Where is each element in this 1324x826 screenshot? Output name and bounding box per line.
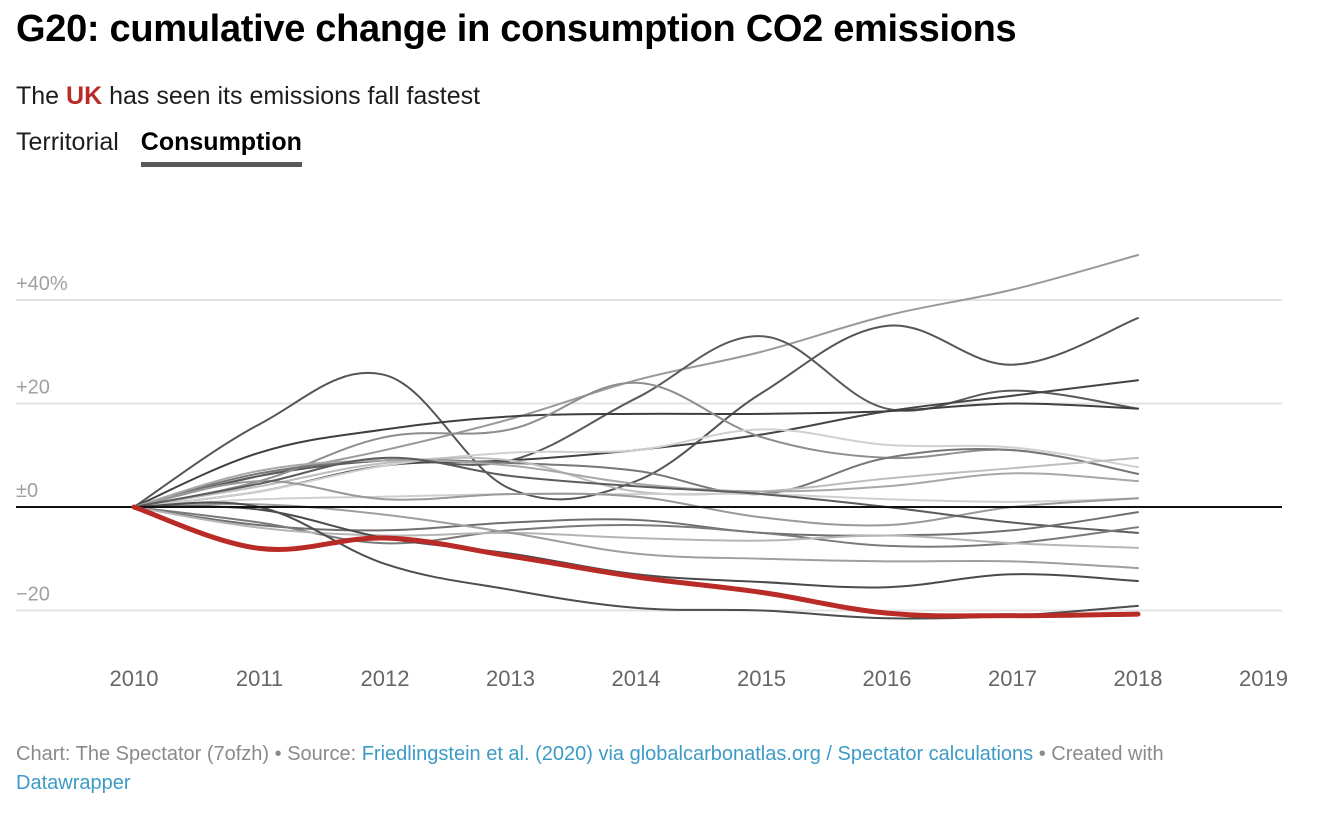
y-gridlines bbox=[16, 299, 1282, 612]
y-tick-label: −20 bbox=[16, 584, 50, 606]
chart-title: G20: cumulative change in consumption CO… bbox=[16, 8, 1017, 50]
series-line-series-m[interactable] bbox=[133, 456, 1139, 534]
tab-territorial[interactable]: Territorial bbox=[16, 128, 119, 156]
series-line-series-o[interactable] bbox=[133, 506, 1139, 548]
subtitle-prefix: The bbox=[16, 82, 67, 110]
footer-created-with: • Created with bbox=[1033, 743, 1164, 765]
view-tabs: Territorial Consumption bbox=[16, 128, 302, 167]
x-tick-label: 2017 bbox=[988, 666, 1037, 691]
y-tick-label: +20 bbox=[16, 377, 50, 399]
x-tick-label: 2014 bbox=[612, 666, 661, 691]
series-line-series-b[interactable] bbox=[133, 317, 1139, 508]
series-line-series-n[interactable] bbox=[133, 506, 1139, 537]
y-tick-label: +40% bbox=[16, 273, 68, 295]
x-tick-label: 2015 bbox=[737, 666, 786, 691]
y-tick-label: ±0 bbox=[16, 480, 38, 502]
series-line-series-h[interactable] bbox=[133, 447, 1139, 508]
datawrapper-link[interactable]: Datawrapper bbox=[16, 772, 131, 794]
subtitle-highlight-uk: UK bbox=[66, 82, 103, 110]
source-link[interactable]: Friedlingstein et al. (2020) via globalc… bbox=[361, 743, 1034, 765]
chart-footer: Chart: The Spectator (7ofzh) • Source: F… bbox=[16, 740, 1306, 798]
series-line-series-l[interactable] bbox=[133, 480, 1139, 527]
series-line-series-c[interactable] bbox=[133, 335, 1139, 508]
footer-credit: Chart: The Spectator (7ofzh) • Source: bbox=[16, 743, 362, 765]
tab-consumption[interactable]: Consumption bbox=[140, 128, 302, 167]
x-tick-label: 2018 bbox=[1114, 666, 1163, 691]
x-tick-label: 2019 bbox=[1239, 666, 1288, 691]
series-line-series-r[interactable] bbox=[133, 505, 1139, 589]
series-line-uk[interactable] bbox=[131, 504, 1141, 619]
series-line-series-p[interactable] bbox=[133, 506, 1139, 549]
series-lines bbox=[16, 253, 1282, 620]
x-tick-label: 2011 bbox=[236, 666, 283, 691]
series-line-series-k[interactable] bbox=[133, 492, 1139, 508]
x-tick-label: 2010 bbox=[110, 666, 159, 691]
x-tick-label: 2012 bbox=[361, 666, 410, 691]
chart-subtitle: The UK has seen its emissions fall faste… bbox=[16, 82, 480, 111]
subtitle-suffix: has seen its emissions fall fastest bbox=[102, 82, 481, 110]
y-axis-ticks: +40% +20 ±0 −20 bbox=[16, 273, 68, 606]
x-tick-label: 2013 bbox=[486, 666, 535, 691]
series-line-series-i[interactable] bbox=[133, 456, 1139, 508]
series-line-series-j[interactable] bbox=[133, 459, 1139, 508]
line-chart: +40%+20±0−20 2010 2011 2012 2013 2014 2015 201… bbox=[16, 253, 1288, 691]
series-line-series-d[interactable] bbox=[133, 402, 1139, 508]
x-axis-ticks: 2010 2011 2012 2013 2014 2015 2016 2017 2018 2019 bbox=[110, 666, 1288, 691]
x-tick-label: 2016 bbox=[863, 666, 912, 691]
